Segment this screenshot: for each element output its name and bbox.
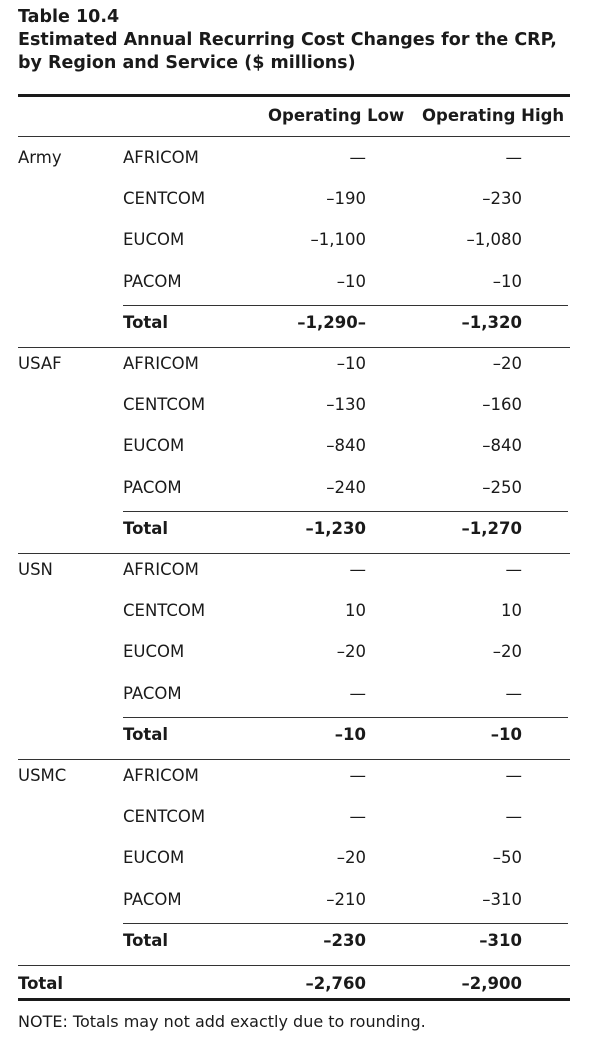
table-title-block: Table 10.4 Estimated Annual Recurring Co… — [18, 6, 578, 75]
region-label: AFRICOM — [123, 148, 199, 167]
operating-high-value: –230 — [482, 189, 522, 209]
subtotal-operating-low: –1,290– — [297, 312, 366, 332]
operating-low-value: 10 — [345, 601, 366, 621]
subtotal-rule — [123, 716, 568, 718]
table-caption-line-1: Estimated Annual Recurring Cost Changes … — [18, 30, 557, 50]
operating-high-value: –1,080 — [466, 230, 523, 250]
operating-high-value: — — [505, 683, 523, 703]
operating-low-value: — — [349, 683, 367, 703]
region-label: EUCOM — [123, 230, 185, 250]
subtotal-rule — [123, 510, 568, 512]
grand-total-operating-low: –2,760 — [305, 974, 366, 993]
table-note: NOTE: Totals may not add exactly due to … — [18, 1012, 426, 1031]
operating-low-value: –130 — [326, 395, 366, 415]
operating-high-value: –310 — [482, 889, 522, 909]
region-label: PACOM — [123, 477, 182, 497]
header-rule — [18, 136, 570, 137]
operating-low-value: –190 — [326, 189, 366, 209]
grand-total-operating-high: –2,900 — [461, 974, 522, 993]
subtotal-operating-high: –310 — [479, 930, 522, 950]
operating-low-value: — — [349, 560, 367, 579]
region-label: EUCOM — [123, 642, 185, 662]
subtotal-operating-low: –1,230 — [305, 518, 366, 538]
operating-low-value: –210 — [326, 889, 366, 909]
operating-high-value: 10 — [501, 601, 522, 621]
region-label: PACOM — [123, 271, 182, 291]
operating-low-value: –20 — [336, 642, 366, 662]
subtotal-operating-high: –10 — [490, 724, 522, 744]
operating-high-value: — — [505, 766, 523, 785]
subtotal-label: Total — [123, 518, 169, 538]
operating-low-value: –1,100 — [310, 230, 367, 250]
group-separator-rule — [18, 759, 570, 760]
operating-low-value: –10 — [336, 354, 366, 373]
column-header-operating-low: Operating Low — [268, 106, 405, 125]
service-label: USMC — [18, 766, 67, 785]
subtotal-rule — [123, 304, 568, 306]
operating-high-value: –20 — [492, 354, 522, 373]
subtotal-rule — [123, 922, 568, 924]
subtotal-label: Total — [123, 930, 169, 950]
subtotal-operating-low: –230 — [323, 930, 366, 950]
operating-high-value: — — [505, 148, 523, 167]
operating-low-value: –840 — [326, 436, 366, 456]
subtotal-label: Total — [123, 724, 169, 744]
operating-high-value: –840 — [482, 436, 522, 456]
subtotal-label: Total — [123, 312, 169, 332]
service-label: USN — [18, 560, 53, 579]
service-label: Army — [18, 148, 62, 167]
operating-high-value: –160 — [482, 395, 522, 415]
region-label: CENTCOM — [123, 189, 206, 209]
region-label: CENTCOM — [123, 395, 206, 415]
operating-high-value: –10 — [492, 271, 522, 291]
region-label: CENTCOM — [123, 807, 206, 827]
region-label: CENTCOM — [123, 601, 206, 621]
operating-high-value: — — [505, 807, 523, 827]
table-number: Table 10.4 — [18, 7, 120, 27]
subtotal-operating-low: –10 — [334, 724, 366, 744]
grand-total-label: Total — [18, 974, 64, 993]
operating-low-value: –240 — [326, 477, 366, 497]
bottom-rule — [18, 998, 570, 1001]
operating-high-value: –250 — [482, 477, 522, 497]
subtotal-operating-high: –1,270 — [461, 518, 522, 538]
region-label: PACOM — [123, 889, 182, 909]
operating-low-value: — — [349, 148, 367, 167]
region-label: AFRICOM — [123, 354, 199, 373]
region-label: AFRICOM — [123, 766, 199, 785]
region-label: AFRICOM — [123, 560, 199, 579]
subtotal-operating-high: –1,320 — [461, 312, 522, 332]
column-header-operating-high: Operating High — [422, 106, 565, 125]
group-separator-rule — [18, 965, 570, 966]
operating-low-value: –20 — [336, 848, 366, 868]
operating-high-value: –20 — [492, 642, 522, 662]
group-separator-rule — [18, 347, 570, 348]
service-label: USAF — [18, 354, 62, 373]
operating-high-value: — — [505, 560, 523, 579]
region-label: PACOM — [123, 683, 182, 703]
region-label: EUCOM — [123, 848, 185, 868]
operating-low-value: –10 — [336, 271, 366, 291]
operating-low-value: — — [349, 766, 367, 785]
region-label: EUCOM — [123, 436, 185, 456]
top-rule — [18, 94, 570, 97]
table-caption-line-2: by Region and Service ($ millions) — [18, 53, 356, 73]
operating-low-value: — — [349, 807, 367, 827]
group-separator-rule — [18, 553, 570, 554]
operating-high-value: –50 — [492, 848, 522, 868]
